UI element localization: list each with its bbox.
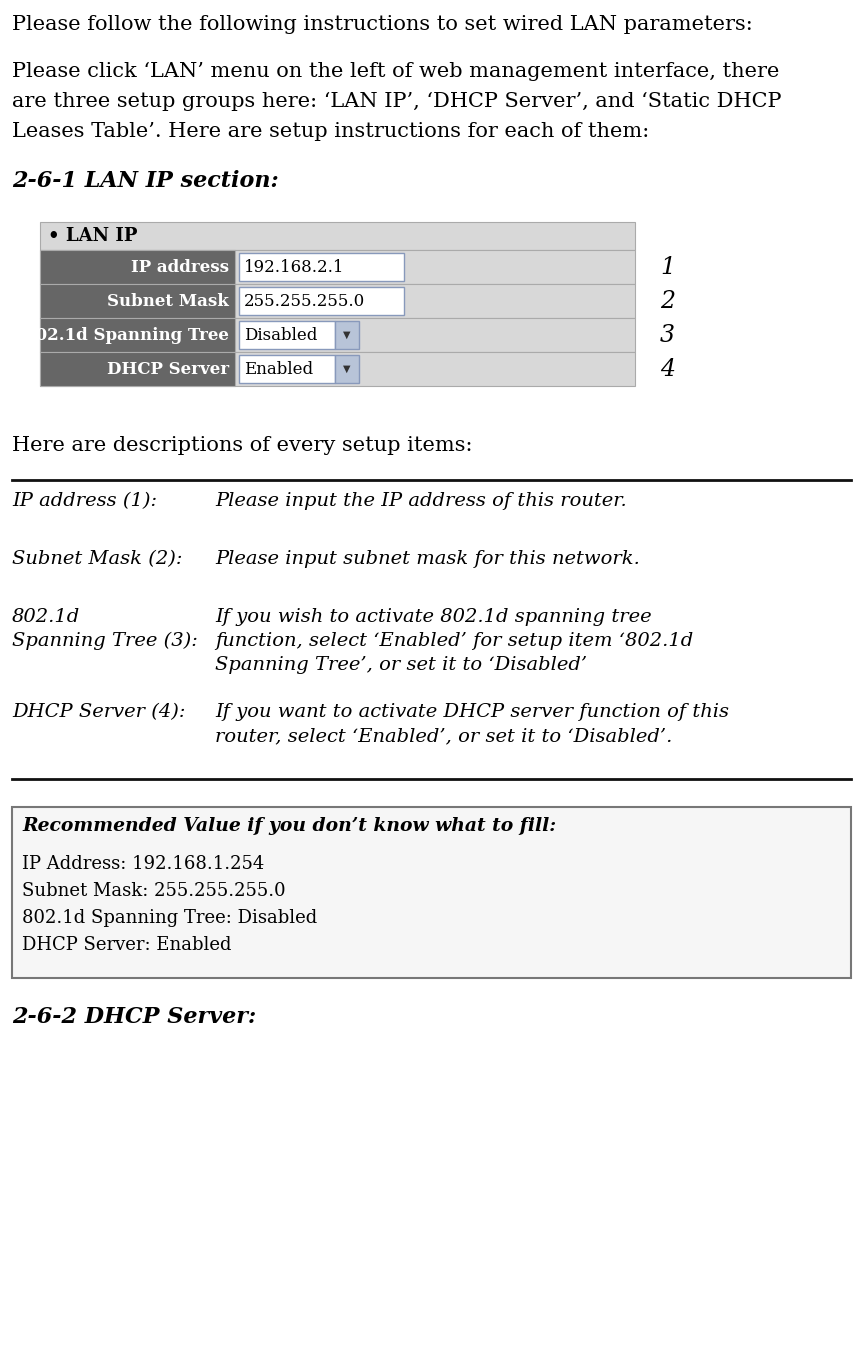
Text: Here are descriptions of every setup items:: Here are descriptions of every setup ite… — [12, 436, 473, 455]
Bar — [40, 352, 635, 387]
Bar — [40, 284, 635, 318]
Text: Enabled: Enabled — [244, 361, 313, 377]
Bar — [40, 250, 635, 284]
Text: 255.255.255.0: 255.255.255.0 — [244, 292, 365, 310]
Bar — [239, 254, 404, 281]
Bar — [239, 287, 404, 315]
Text: If you wish to activate 802.1d spanning tree: If you wish to activate 802.1d spanning … — [215, 607, 652, 627]
Text: function, select ‘Enabled’ for setup item ‘802.1d: function, select ‘Enabled’ for setup ite… — [215, 632, 693, 650]
Text: router, select ‘Enabled’, or set it to ‘Disabled’.: router, select ‘Enabled’, or set it to ‘… — [215, 727, 672, 744]
Text: Subnet Mask (2):: Subnet Mask (2): — [12, 550, 182, 568]
Text: IP address: IP address — [131, 259, 229, 276]
Bar — [40, 250, 235, 284]
Text: 2-6-2 DHCP Server:: 2-6-2 DHCP Server: — [12, 1006, 256, 1028]
Text: Please input the IP address of this router.: Please input the IP address of this rout… — [215, 492, 627, 510]
Text: ▼: ▼ — [343, 363, 350, 374]
Text: 802.1d Spanning Tree: 802.1d Spanning Tree — [24, 326, 229, 344]
Text: ▼: ▼ — [343, 330, 350, 340]
Bar — [239, 355, 335, 383]
Text: 4: 4 — [660, 358, 675, 381]
Bar — [335, 355, 359, 383]
Bar — [12, 808, 851, 978]
Text: DHCP Server (4):: DHCP Server (4): — [12, 703, 186, 721]
Text: 802.1d Spanning Tree: Disabled: 802.1d Spanning Tree: Disabled — [22, 909, 318, 927]
Text: 192.168.2.1: 192.168.2.1 — [244, 259, 344, 276]
Bar — [40, 284, 235, 318]
Text: 2: 2 — [660, 289, 675, 313]
Text: Please input subnet mask for this network.: Please input subnet mask for this networ… — [215, 550, 639, 568]
Text: 1: 1 — [660, 255, 675, 278]
Text: Recommended Value if you don’t know what to fill:: Recommended Value if you don’t know what… — [22, 817, 556, 835]
Text: DHCP Server: Enabled: DHCP Server: Enabled — [22, 936, 231, 954]
Text: 802.1d: 802.1d — [12, 607, 80, 627]
Bar — [40, 318, 235, 352]
Text: Spanning Tree (3):: Spanning Tree (3): — [12, 632, 198, 650]
Text: Subnet Mask: Subnet Mask — [107, 292, 229, 310]
Text: Leases Table’. Here are setup instructions for each of them:: Leases Table’. Here are setup instructio… — [12, 122, 649, 141]
Text: • LAN IP: • LAN IP — [48, 228, 137, 245]
Text: 3: 3 — [660, 324, 675, 347]
Bar — [335, 321, 359, 350]
Text: DHCP Server: DHCP Server — [107, 361, 229, 377]
Text: If you want to activate DHCP server function of this: If you want to activate DHCP server func… — [215, 703, 729, 721]
Text: Spanning Tree’, or set it to ‘Disabled’: Spanning Tree’, or set it to ‘Disabled’ — [215, 655, 587, 675]
Bar — [40, 222, 635, 250]
Text: IP Address: 192.168.1.254: IP Address: 192.168.1.254 — [22, 856, 264, 873]
Text: Please click ‘LAN’ menu on the left of web management interface, there: Please click ‘LAN’ menu on the left of w… — [12, 62, 779, 81]
Bar — [239, 321, 335, 350]
Text: 2-6-1 LAN IP section:: 2-6-1 LAN IP section: — [12, 170, 279, 192]
Text: Subnet Mask: 255.255.255.0: Subnet Mask: 255.255.255.0 — [22, 882, 286, 899]
Text: are three setup groups here: ‘LAN IP’, ‘DHCP Server’, and ‘Static DHCP: are three setup groups here: ‘LAN IP’, ‘… — [12, 92, 782, 111]
Text: Please follow the following instructions to set wired LAN parameters:: Please follow the following instructions… — [12, 15, 753, 34]
Text: Disabled: Disabled — [244, 326, 318, 344]
Bar — [40, 318, 635, 352]
Text: IP address (1):: IP address (1): — [12, 492, 157, 510]
Bar — [40, 352, 235, 387]
